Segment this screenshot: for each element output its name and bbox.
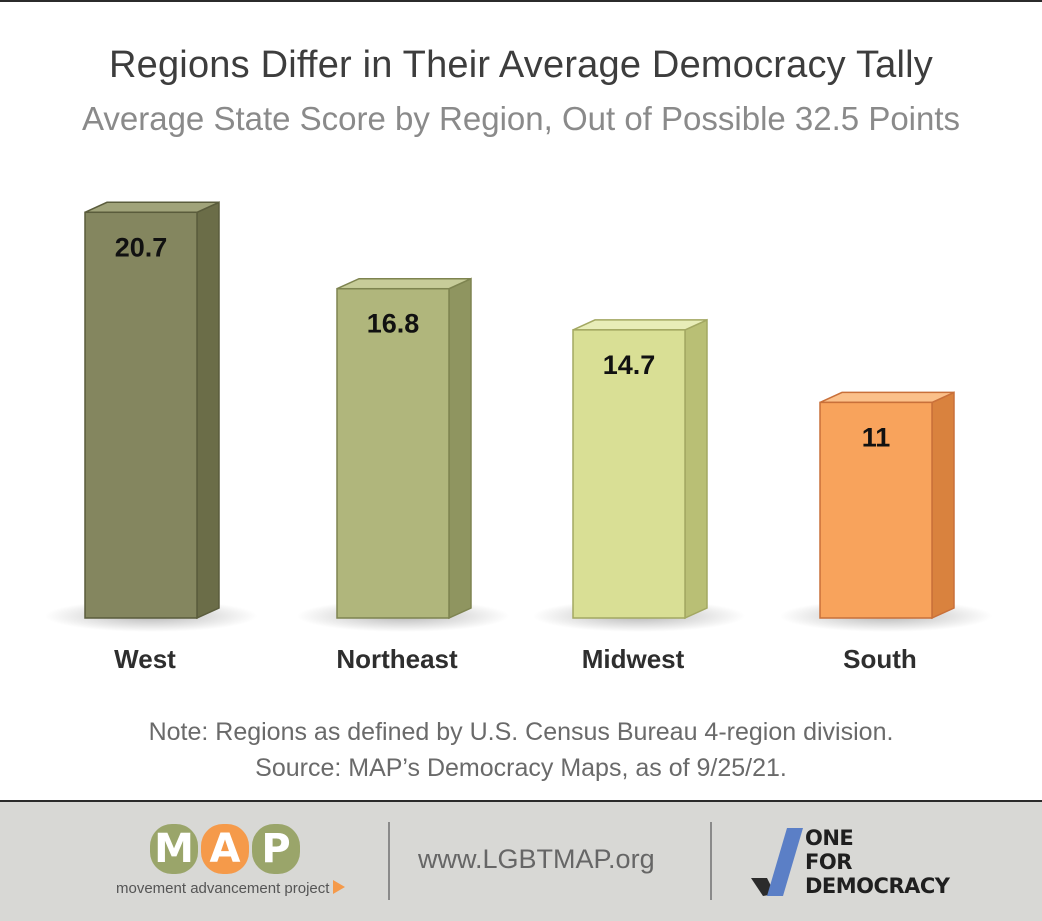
- bar: [572, 329, 686, 619]
- footer-divider: [710, 822, 712, 900]
- data-label: 16.8: [367, 309, 420, 339]
- one-for-democracy-logo[interactable]: ONE FOR DEMOCRACY: [745, 826, 950, 902]
- bar: [84, 211, 198, 619]
- ofd-line: ONE: [805, 826, 854, 850]
- map-letter-p: P: [252, 824, 300, 874]
- map-letter-a: A: [201, 824, 249, 874]
- ofd-line: FOR: [805, 850, 852, 874]
- bar-group: 16.8 Northeast: [296, 277, 510, 674]
- bar-side: [931, 391, 955, 620]
- bar-side: [684, 318, 708, 620]
- bar-top: [572, 319, 708, 331]
- website-link[interactable]: www.LGBTMAP.org: [418, 844, 655, 874]
- bar: [336, 287, 450, 619]
- ofd-line: DEMOCRACY: [805, 874, 950, 898]
- map-logo[interactable]: M A P movement advancement project: [110, 824, 360, 904]
- chart-notes: Note: Regions as defined by U.S. Census …: [0, 714, 1042, 786]
- bar-group: 11 South: [779, 391, 993, 674]
- chart-title: Regions Differ in Their Average Democrac…: [109, 44, 933, 86]
- map-tagline-text: movement advancement project: [116, 880, 330, 897]
- x-tick-label: Midwest: [582, 644, 685, 674]
- footer-divider: [388, 822, 390, 900]
- bar-top: [336, 277, 472, 290]
- x-tick-label: Northeast: [336, 644, 458, 674]
- source-text: Source: MAP’s Democracy Maps, as of 9/25…: [255, 754, 787, 782]
- play-arrow-icon: [333, 880, 346, 894]
- data-label: 11: [862, 422, 891, 452]
- bar-side: [448, 277, 472, 620]
- data-label: 20.7: [115, 232, 168, 262]
- bar-group: 14.7 Midwest: [532, 318, 746, 674]
- ofd-wordmark: ONE FOR DEMOCRACY: [805, 826, 950, 898]
- top-rule: [0, 0, 1042, 2]
- x-tick-label: South: [843, 644, 917, 674]
- map-tagline: movement advancement project: [116, 880, 346, 897]
- bar-chart: 20.7 West 16.8 Northeast 14.7 Midwest 11 South: [44, 201, 993, 674]
- chart-subtitle: Average State Score by Region, Out of Po…: [81, 100, 961, 137]
- bar-top: [819, 391, 955, 404]
- data-label: 14.7: [603, 350, 656, 380]
- note-text: Note: Regions as defined by U.S. Census …: [148, 718, 894, 746]
- bar-side: [196, 201, 220, 620]
- x-tick-label: West: [114, 644, 176, 674]
- map-letters: M A P: [150, 824, 303, 878]
- checkmark-icon: [751, 828, 803, 896]
- footer: M A P movement advancement project www.L…: [0, 800, 1042, 921]
- bar: [819, 401, 933, 619]
- bar-group: 20.7 West: [44, 201, 258, 674]
- bar-top: [84, 201, 220, 214]
- map-letter-m: M: [150, 824, 198, 874]
